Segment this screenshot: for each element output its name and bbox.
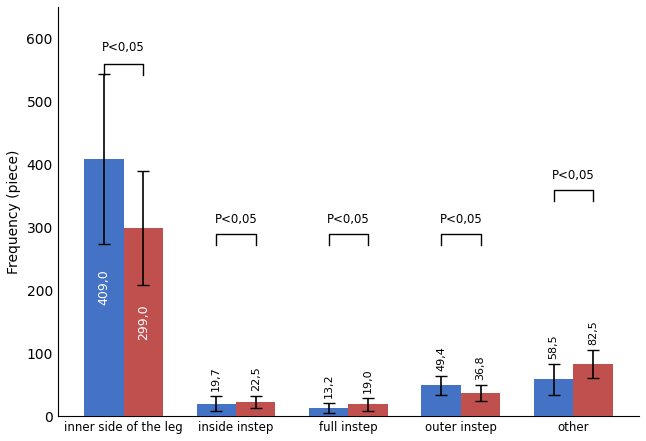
Bar	[421, 385, 461, 416]
Bar	[461, 393, 500, 416]
Bar	[236, 402, 275, 416]
Text: P<0,05: P<0,05	[552, 169, 595, 182]
Bar	[348, 404, 388, 416]
Text: 19,7: 19,7	[211, 366, 222, 391]
Text: P<0,05: P<0,05	[439, 213, 482, 226]
Bar	[84, 159, 123, 416]
Text: 36,8: 36,8	[475, 356, 486, 381]
Text: 13,2: 13,2	[324, 373, 334, 398]
Bar	[196, 404, 236, 416]
Text: 58,5: 58,5	[548, 334, 559, 359]
Text: P<0,05: P<0,05	[327, 213, 370, 226]
Text: P<0,05: P<0,05	[102, 41, 145, 54]
Text: 19,0: 19,0	[363, 368, 373, 393]
Text: 82,5: 82,5	[588, 321, 598, 345]
Y-axis label: Frequency (piece): Frequency (piece)	[7, 149, 21, 274]
Text: P<0,05: P<0,05	[214, 213, 257, 226]
Bar	[123, 228, 163, 416]
Bar	[573, 364, 612, 416]
Text: 22,5: 22,5	[251, 366, 260, 391]
Bar	[534, 379, 573, 416]
Text: 409,0: 409,0	[98, 269, 110, 305]
Bar	[309, 408, 348, 416]
Text: 299,0: 299,0	[137, 304, 150, 340]
Text: 49,4: 49,4	[436, 346, 446, 370]
